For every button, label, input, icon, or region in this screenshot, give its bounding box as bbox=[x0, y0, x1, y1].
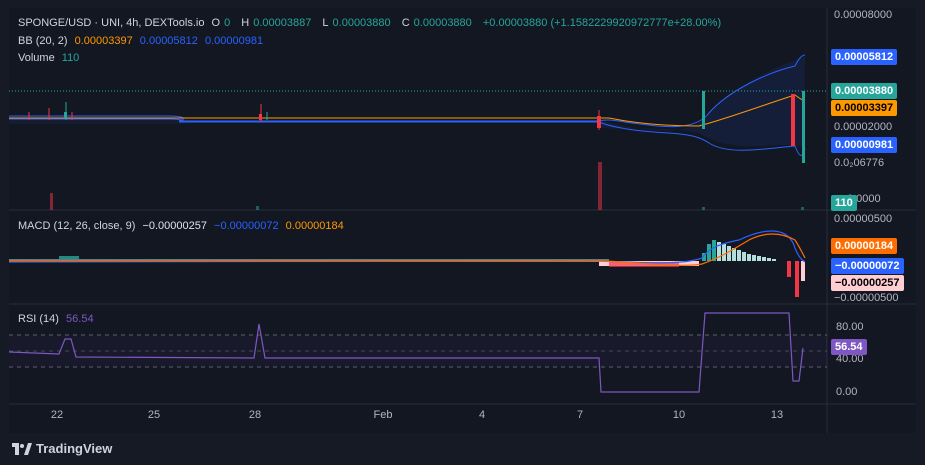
close-label: C bbox=[401, 17, 410, 29]
price-tick-mid: 0.00002000 bbox=[834, 121, 893, 133]
macd-hist-badge: 0.00000184 bbox=[831, 238, 898, 254]
symbol-title[interactable]: SPONGE/USD · UNI, 4h, DEXTools.io bbox=[18, 17, 205, 29]
chart-canvas[interactable] bbox=[9, 8, 916, 433]
brand-name: TradingView bbox=[36, 441, 113, 456]
high-value: 0.00003887 bbox=[253, 17, 312, 29]
time-label-7: 7 bbox=[576, 409, 584, 421]
rsi-badge: 56.54 bbox=[831, 339, 867, 355]
time-label-22: 22 bbox=[50, 409, 64, 421]
macd-signal-badge: −0.00000072 bbox=[831, 258, 904, 274]
macd-value-badge: −0.00000257 bbox=[831, 275, 904, 291]
volume-value: 110 bbox=[61, 52, 80, 64]
bb-lower-badge: 0.00000981 bbox=[831, 137, 898, 153]
rsi-value: 56.54 bbox=[66, 313, 94, 325]
last-price-badge: 0.00003880 bbox=[831, 83, 898, 99]
bb-legend[interactable]: BB (20, 2) 0.00003397 0.00005812 0.00000… bbox=[18, 34, 267, 48]
time-label-25: 25 bbox=[147, 409, 161, 421]
signal-line bbox=[9, 233, 806, 266]
close-value: 0.00003880 bbox=[413, 17, 472, 29]
macd-legend[interactable]: MACD (12, 26, close, 9) −0.00000257 −0.0… bbox=[18, 219, 348, 233]
rsi-tick-0: 0.00 bbox=[836, 386, 858, 398]
bb-upper-badge: 0.00005812 bbox=[831, 49, 898, 65]
bollinger-band-fill bbox=[9, 56, 805, 148]
rsi-tick-40: 40.00 bbox=[836, 353, 864, 365]
bb-label: BB (20, 2) bbox=[18, 35, 68, 47]
bb-basis-badge: 0.00003397 bbox=[831, 100, 898, 116]
volume-bars bbox=[50, 162, 804, 210]
price-tick-top: 0.00008000 bbox=[834, 9, 893, 21]
time-label-28: 28 bbox=[248, 409, 262, 421]
candles[interactable] bbox=[28, 91, 805, 163]
time-label-feb: Feb bbox=[373, 409, 393, 421]
time-label-13: 13 bbox=[770, 409, 784, 421]
macd-hist-value: 0.00000184 bbox=[285, 220, 344, 232]
open-value: 0 bbox=[224, 17, 231, 29]
macd-tick-top: 0.00000500 bbox=[834, 213, 893, 225]
bb-lower-value: 0.00000981 bbox=[204, 35, 264, 47]
macd-signal-value: −0.00000072 bbox=[214, 220, 279, 232]
macd-histogram bbox=[9, 240, 805, 297]
rsi-line bbox=[9, 312, 804, 393]
low-value: 0.00003880 bbox=[332, 17, 391, 29]
rsi-tick-80: 80.00 bbox=[836, 321, 864, 333]
macd-value: −0.00000257 bbox=[142, 220, 207, 232]
tradingview-logo-icon bbox=[12, 442, 32, 455]
bollinger-basis bbox=[9, 94, 806, 127]
time-label-10: 10 bbox=[672, 409, 686, 421]
volume-label: Volume bbox=[18, 52, 55, 64]
macd-line bbox=[9, 230, 806, 264]
rsi-band bbox=[9, 334, 827, 368]
bollinger-lower-band bbox=[9, 118, 806, 156]
volume-legend[interactable]: Volume 110 bbox=[18, 51, 83, 65]
tradingview-brand[interactable]: TradingView bbox=[12, 441, 112, 456]
time-label-4: 4 bbox=[478, 409, 486, 421]
bb-upper-value: 0.00005812 bbox=[139, 35, 198, 47]
low-label: L bbox=[322, 17, 329, 29]
volume-badge: 110 bbox=[831, 195, 857, 211]
rsi-legend[interactable]: RSI (14) 56.54 bbox=[18, 312, 98, 326]
macd-tick-bottom: −0.00000500 bbox=[834, 292, 899, 304]
open-label: O bbox=[211, 17, 221, 29]
bb-basis-value: 0.00003397 bbox=[74, 35, 133, 47]
rsi-label: RSI (14) bbox=[18, 313, 59, 325]
price-tick-low: 0.0₂06776 bbox=[834, 157, 885, 169]
change-value: +0.00003880 (+1.1582229920972777e+28.00%… bbox=[482, 17, 722, 29]
high-label: H bbox=[241, 17, 250, 29]
chart-frame[interactable] bbox=[9, 8, 916, 433]
macd-label: MACD (12, 26, close, 9) bbox=[18, 220, 136, 232]
bollinger-upper-band bbox=[9, 54, 806, 128]
